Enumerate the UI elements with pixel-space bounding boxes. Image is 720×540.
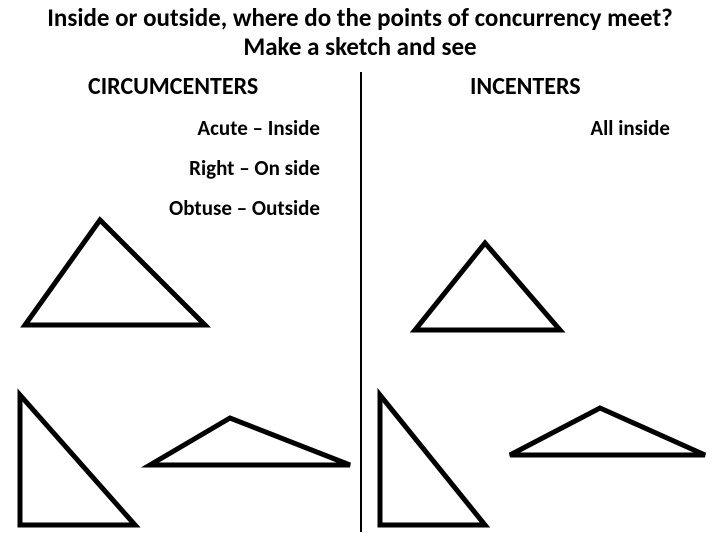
left-rule-1: Right – On side	[60, 155, 320, 181]
right-obtuse-triangle	[500, 400, 715, 465]
left-right-triangle	[10, 385, 145, 535]
title-line-2: Make a sketch and see	[243, 31, 476, 62]
right-right-triangle	[370, 385, 495, 535]
column-divider	[360, 72, 362, 532]
left-rule-0: Acute – Inside	[60, 115, 320, 141]
right-acute-triangle	[405, 235, 570, 340]
page-title: Inside or outside, where do the points o…	[0, 4, 720, 62]
right-column-header: INCENTERS	[470, 72, 581, 101]
right-rule-0: All inside	[440, 115, 670, 141]
left-obtuse-triangle	[140, 410, 360, 480]
title-line-1: Inside or outside, where do the points o…	[47, 2, 672, 33]
left-column-header: CIRCUMCENTERS	[88, 72, 258, 101]
left-acute-triangle	[10, 215, 220, 340]
